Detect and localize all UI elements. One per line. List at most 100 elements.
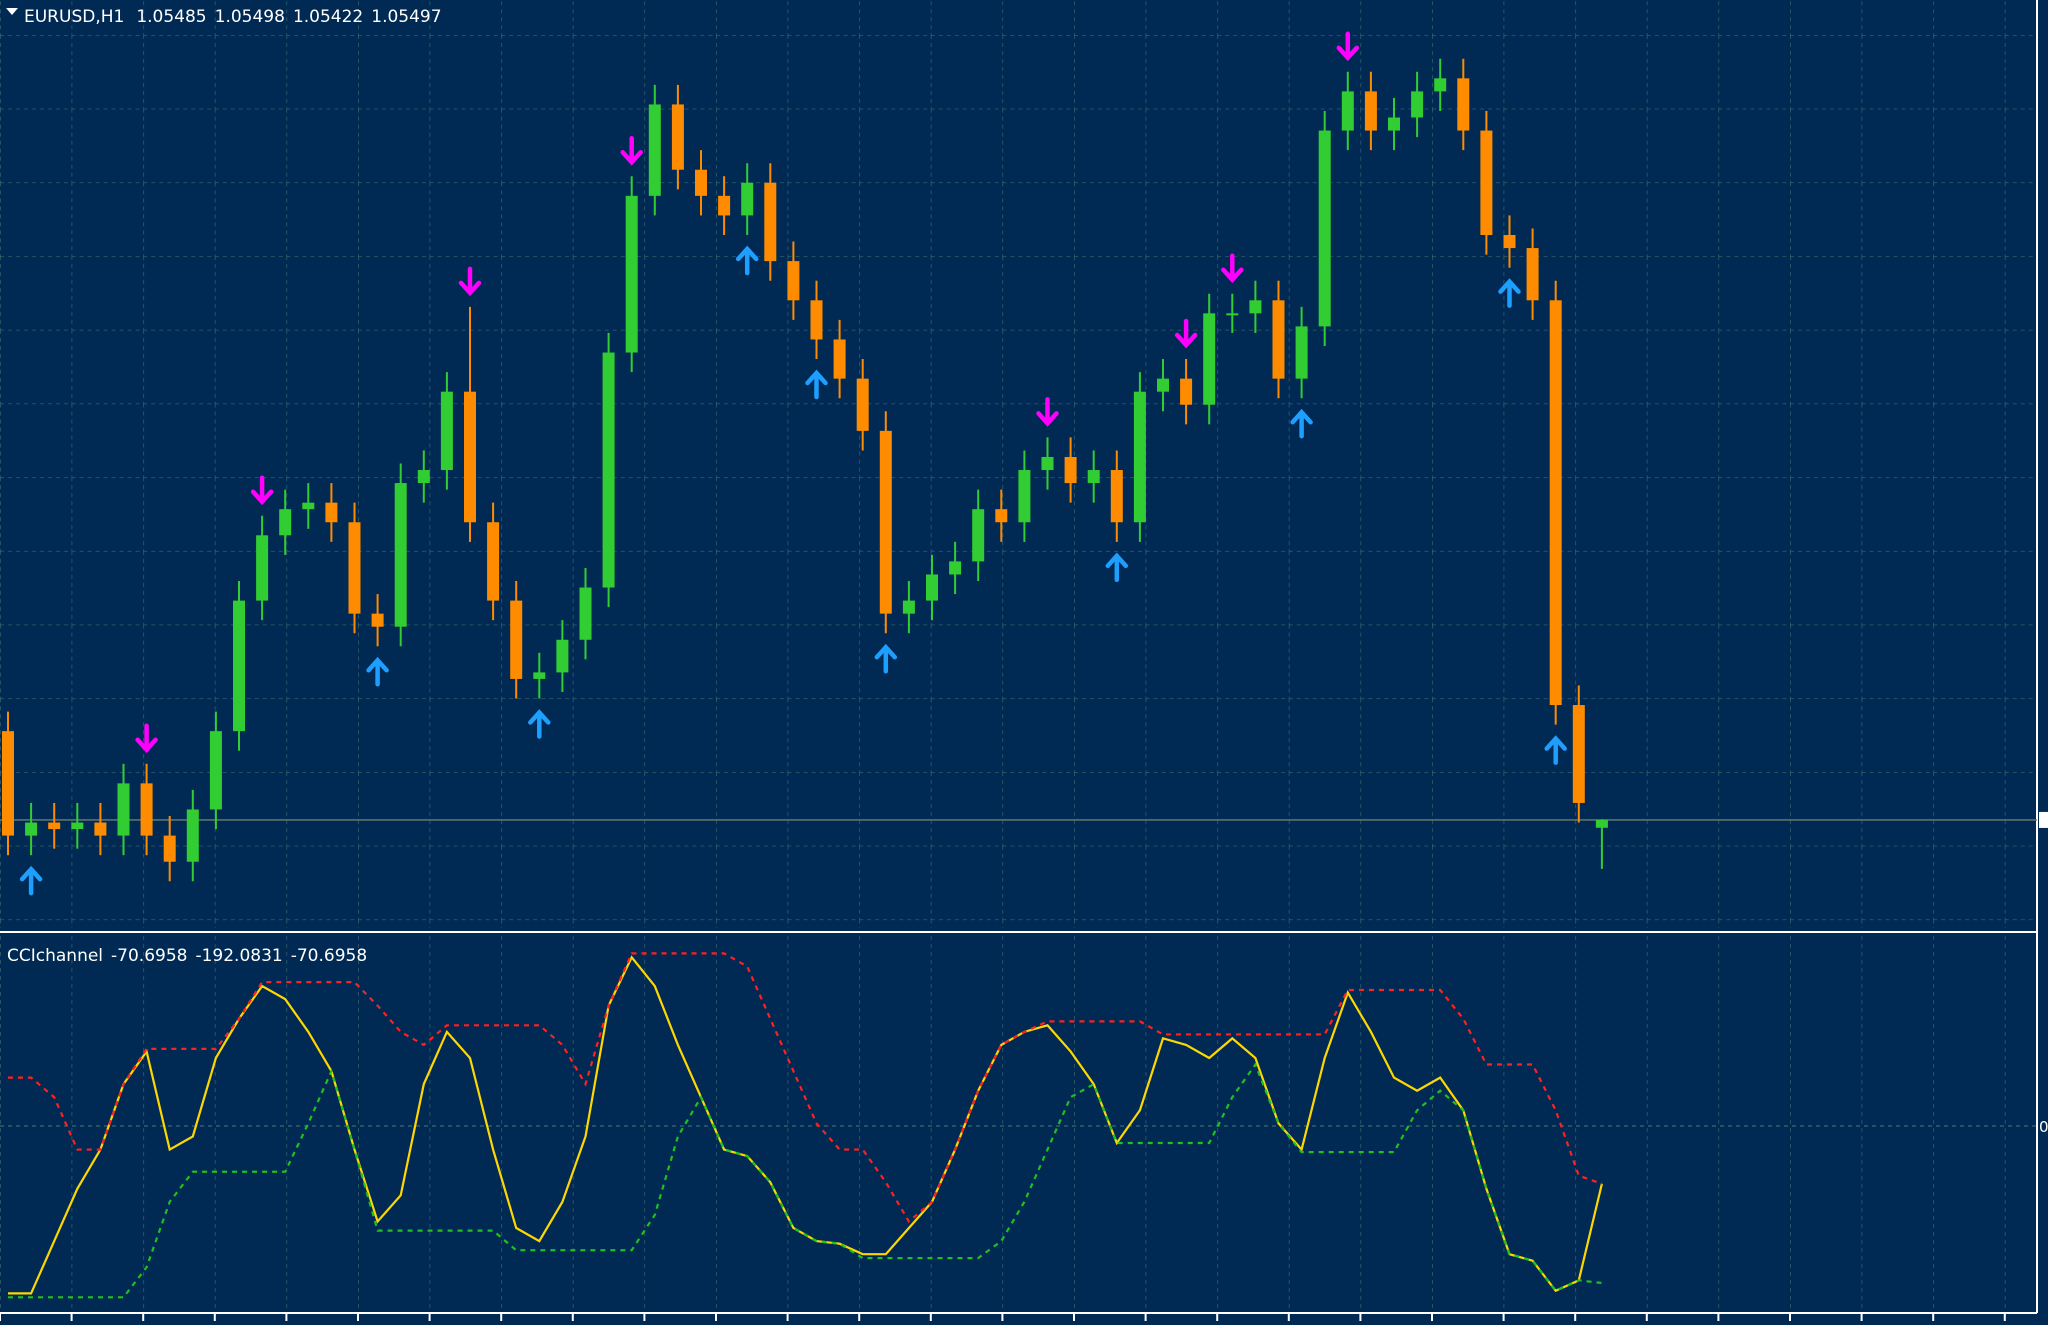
candle-body [163,835,176,862]
candle-body [671,104,684,170]
sell-arrow [135,723,158,754]
candle-body [1480,130,1493,236]
candle-body [856,378,869,431]
candle-body [741,182,754,216]
candle-body [1295,326,1308,379]
candle-body [602,352,615,588]
candle-body [209,731,222,810]
candle-body [1503,235,1516,249]
candle-body [1364,91,1377,131]
candle-body [1595,819,1608,828]
main-grid [0,0,2037,928]
plot: 0 [0,31,2048,1321]
cci-value: -70.6958 [111,946,187,966]
candle-body [926,574,938,601]
candle-body [1434,78,1447,92]
candle-body [718,195,731,216]
candle-body [533,672,546,679]
candle-body [833,339,846,379]
candle-body [949,561,962,575]
candle-body [487,522,500,601]
candle-body [1157,378,1169,392]
candle-body [279,509,292,536]
cci-grid [0,936,2037,1313]
candle-body [648,104,661,196]
candle-body [1272,300,1285,379]
candle-body [1087,470,1100,484]
buy-arrow [1498,278,1521,308]
candle-body [440,391,453,471]
candle-body [417,470,430,484]
candle-body [510,600,523,679]
candle-body [879,430,892,614]
candle-body [1203,313,1216,405]
candle-body [2,731,14,836]
symbol-header: EURUSD,H1 1.05485 1.05498 1.05422 1.05497 [24,7,442,27]
candle-body [371,613,384,627]
sell-arrow [1174,318,1198,349]
candle-body [1018,470,1031,523]
candle-body [1041,456,1054,471]
buy-arrow [19,865,43,896]
candle-body [48,822,61,830]
candle-body [1457,78,1470,131]
candle-body [302,502,315,510]
buy-arrow [366,656,389,687]
candle-body [810,300,823,340]
candle-body [995,509,1008,523]
candle-body [256,535,269,601]
symbol: EURUSD,H1 [24,7,124,27]
candle-body [71,822,84,830]
candle-body [1226,313,1239,316]
buy-arrow [1105,552,1129,583]
indicator-name: CCIchannel [7,946,103,966]
candle-body [140,783,153,836]
candle-body [1180,378,1193,405]
candle-body [1388,117,1400,131]
menu-triangle[interactable] [6,8,18,15]
candle-body [1318,130,1331,327]
candle-body [556,639,569,673]
indicator-header: CCIchannel -70.6958 -192.0831 -70.6958 [7,946,367,966]
buy-arrow [805,369,828,400]
candle-body [117,783,130,836]
last-close: 1.05497 [371,7,441,27]
cci-line [8,952,1603,1224]
candle-body [348,522,361,614]
candle-body [1411,91,1424,118]
candle-body [186,809,199,862]
last-open: 1.05485 [136,7,206,27]
candle-body [94,822,107,836]
candle-body [1110,470,1123,523]
sell-arrow [250,475,274,506]
sell-arrow [620,136,643,166]
candle-body [325,502,338,523]
candle-body [902,600,915,614]
candle-body [1526,248,1539,301]
candle-body [25,822,38,836]
sell-arrow [1036,397,1059,427]
candle-body [1341,91,1354,131]
candle-body [394,483,407,627]
candle-body [625,195,638,353]
candle-body [1572,705,1585,803]
lower-value: -192.0831 [195,946,282,966]
buy-arrow [528,709,551,739]
last-high: 1.05498 [215,7,285,27]
buy-arrow [735,245,759,276]
candle-body [1549,300,1562,706]
candle-body [1133,391,1146,523]
candle-body [1064,456,1077,484]
sell-arrow [1336,31,1360,62]
last-low: 1.05422 [293,7,363,27]
buy-arrow [874,643,898,674]
candle-body [695,169,707,196]
buy-arrow [1290,408,1313,439]
buy-arrow [1544,735,1567,765]
candle-body [233,600,245,732]
candle-body [579,587,592,640]
candle-body [764,182,777,262]
sell-arrow [1221,253,1244,284]
candle-body [1249,300,1262,314]
